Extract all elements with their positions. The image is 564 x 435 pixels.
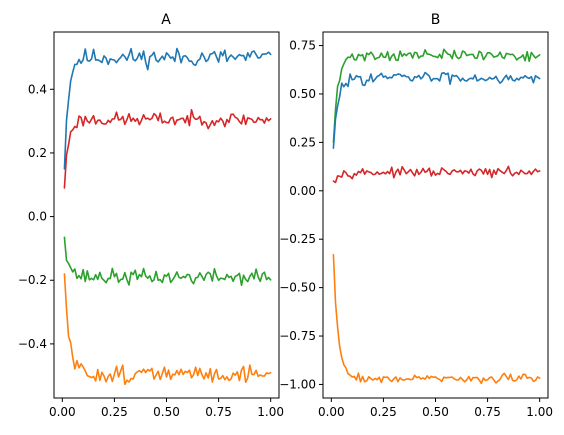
x-tick-label: 0.75 (474, 405, 501, 419)
plot-frame-a (53, 31, 280, 399)
ticks-b: 0.00 0.25 0.50 0.75 1.00 0.75 0.50 0.25 0.00 −0.2… (279, 39, 553, 419)
y-tick-label: 0.75 (289, 39, 316, 53)
x-tick-label: 0.25 (370, 405, 397, 419)
series-line-1 (332, 48, 541, 144)
y-tick-label: −0.4 (18, 337, 47, 351)
chart-panel-b: B 0.00 0.25 0.50 0.75 1.00 0.75 0.50 0.25 0.00 −0… (279, 12, 553, 419)
y-tick-label: −0.75 (279, 329, 316, 343)
chart-title-a: A (161, 12, 171, 28)
series-line-4 (63, 273, 272, 386)
y-tick-label: 0.00 (289, 184, 316, 198)
chart-panel-a: A 0.00 0.25 0.50 0.75 1.00 0.4 0.2 0.0 −0.2 −0.4 (18, 12, 284, 419)
y-tick-label: −1.00 (279, 377, 316, 391)
x-tick-label: 0.50 (153, 405, 180, 419)
chart-title-b: B (431, 12, 441, 28)
y-tick-label: 0.25 (289, 135, 316, 149)
plot-lines-a (63, 47, 272, 386)
x-tick-label: 0.00 (318, 405, 345, 419)
y-tick-label: 0.2 (28, 146, 47, 160)
x-tick-label: 0.50 (422, 405, 449, 419)
x-tick-label: 0.00 (49, 405, 76, 419)
y-tick-label: −0.25 (279, 232, 316, 246)
x-tick-label: 1.00 (257, 405, 284, 419)
x-tick-label: 0.25 (101, 405, 128, 419)
series-line-2 (63, 108, 272, 189)
plot-frame-b (322, 31, 549, 399)
ticks-a: 0.00 0.25 0.50 0.75 1.00 0.4 0.2 0.0 −0.2 −0.4 (18, 82, 284, 419)
series-line-3 (332, 165, 541, 184)
x-tick-label: 0.75 (205, 405, 232, 419)
series-line-1 (63, 47, 272, 170)
series-line-2 (332, 71, 541, 149)
plot-lines-b (332, 48, 541, 385)
y-tick-label: 0.50 (289, 87, 316, 101)
series-line-4 (332, 253, 541, 385)
y-tick-label: 0.0 (28, 210, 47, 224)
y-tick-label: 0.4 (28, 82, 47, 96)
y-tick-label: −0.2 (18, 273, 47, 287)
series-line-3 (63, 236, 272, 287)
y-tick-label: −0.50 (279, 281, 316, 295)
x-tick-label: 1.00 (526, 405, 553, 419)
